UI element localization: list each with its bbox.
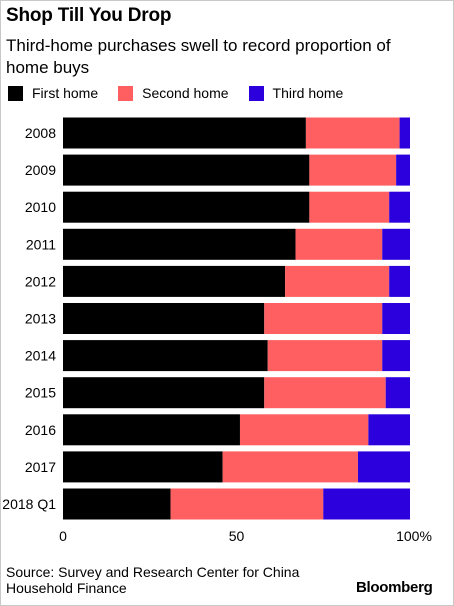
- x-tick-label: 100%: [396, 528, 432, 544]
- chart-title: Shop Till You Drop: [6, 5, 172, 26]
- bar-second-home: [222, 451, 358, 483]
- bar-first-home: [63, 414, 240, 446]
- bar-second-home: [285, 265, 390, 297]
- bar-third-home: [357, 451, 410, 483]
- category-label: 2009: [25, 162, 56, 178]
- x-tick-label: 50: [229, 528, 245, 544]
- category-label: 2008: [25, 125, 56, 141]
- bar-third-home: [323, 488, 410, 520]
- category-label: 2017: [25, 459, 56, 475]
- bar-first-home: [63, 377, 265, 409]
- bar-first-home: [63, 303, 265, 334]
- category-label: 2011: [26, 236, 56, 252]
- category-label: 2018 Q1: [2, 496, 56, 512]
- bar-second-home: [295, 228, 383, 260]
- chart-subtitle: Third-home purchases swell to record pro…: [6, 36, 391, 77]
- bar-third-home: [382, 228, 410, 260]
- category-label: 2010: [25, 199, 56, 215]
- legend-swatch-third-home: [248, 85, 264, 101]
- bar-first-home: [63, 340, 268, 372]
- bar-first-home: [63, 228, 296, 260]
- legend-item-first-home: First home: [8, 85, 98, 101]
- bar-second-home: [305, 117, 400, 149]
- stacked-bar-chart: 2008 2009 2010 2011 2012 2013 2014 2015 2016 2017…: [2, 117, 432, 544]
- bar-third-home: [389, 191, 410, 223]
- bar-third-home: [389, 265, 410, 297]
- bar-first-home: [63, 117, 306, 149]
- bar-second-home: [264, 377, 386, 409]
- bar-second-home: [170, 488, 324, 520]
- bar-first-home: [63, 488, 171, 520]
- bar-first-home: [63, 191, 310, 223]
- bar-second-home: [239, 414, 369, 446]
- category-label: 2012: [25, 273, 56, 289]
- bar-second-home: [267, 340, 383, 372]
- source-note: Source: Survey and Research Center for C…: [6, 564, 300, 596]
- bar-first-home: [63, 265, 286, 297]
- bar-third-home: [385, 377, 410, 409]
- bar-third-home: [382, 340, 410, 372]
- legend-label-first-home: First home: [32, 85, 99, 101]
- x-tick-label: 0: [59, 528, 67, 544]
- legend-swatch-first-home: [8, 85, 23, 101]
- bar-third-home: [396, 154, 410, 186]
- legend-label-third-home: Third home: [272, 85, 344, 101]
- category-label: 2013: [25, 311, 56, 327]
- bloomberg-logo: Bloomberg: [356, 579, 433, 596]
- bar-third-home: [399, 117, 410, 149]
- category-label: 2016: [25, 422, 56, 438]
- bar-second-home: [264, 303, 383, 334]
- bar-first-home: [63, 154, 310, 186]
- legend-label-second-home: Second home: [142, 85, 229, 101]
- bar-third-home: [368, 414, 410, 446]
- bar-first-home: [63, 451, 223, 483]
- bar-third-home: [382, 303, 410, 334]
- legend: First home Second home Third home: [8, 84, 363, 102]
- category-label: 2015: [25, 385, 56, 401]
- legend-item-third-home: Third home: [248, 85, 344, 101]
- bar-second-home: [309, 191, 390, 223]
- bar-second-home: [309, 154, 397, 186]
- legend-swatch-second-home: [118, 85, 134, 101]
- legend-item-second-home: Second home: [118, 85, 229, 101]
- category-label: 2014: [25, 348, 56, 364]
